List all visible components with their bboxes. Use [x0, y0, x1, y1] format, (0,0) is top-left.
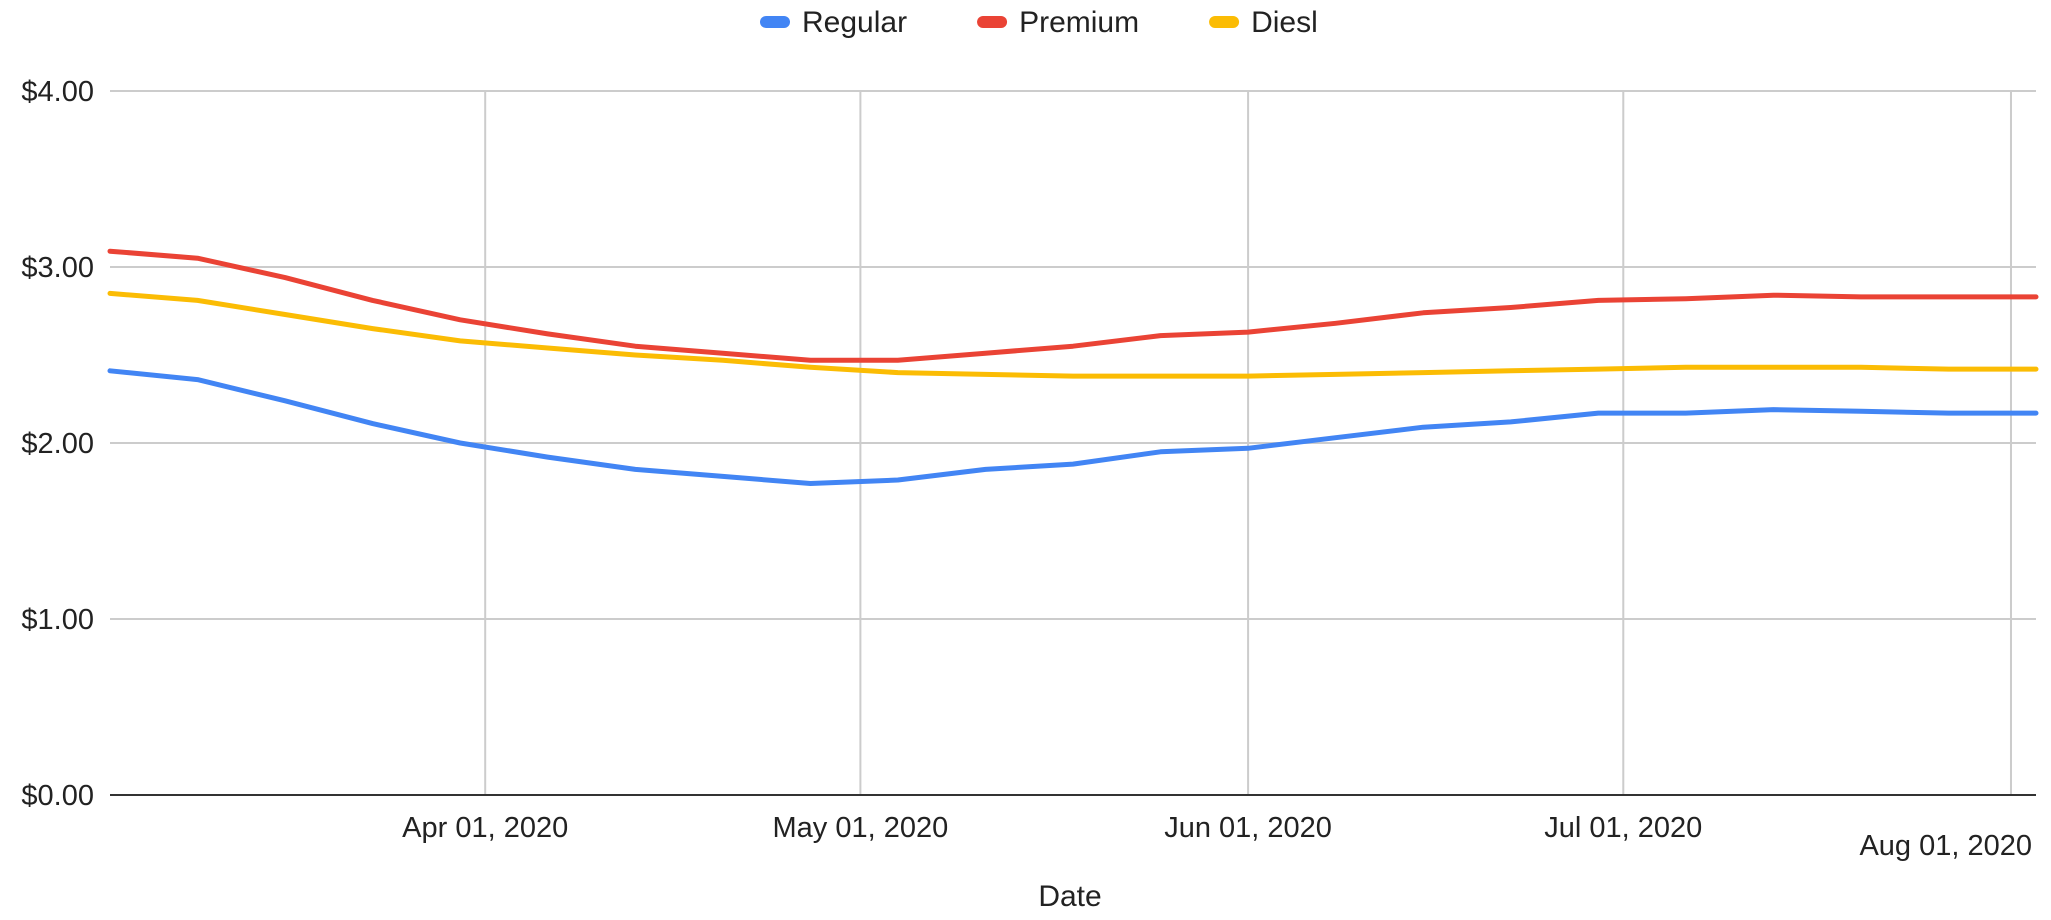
series-lines	[107, 248, 2039, 486]
series-premium	[107, 248, 2039, 363]
x-tick-label: May 01, 2020	[773, 812, 949, 844]
legend-label-premium: Premium	[1019, 6, 1139, 39]
y-tick-label: $2.00	[21, 428, 94, 460]
legend-label-diesl: Diesl	[1251, 6, 1318, 39]
legend-swatch-diesl	[1209, 16, 1240, 28]
x-axis-title: Date	[1038, 880, 1101, 913]
y-tick-label: $4.00	[21, 76, 94, 108]
y-tick-label: $0.00	[21, 780, 94, 812]
legend-item-diesl: Diesl	[1209, 6, 1318, 39]
x-tick-label: Aug 01, 2020	[1859, 830, 2032, 862]
y-tick-label: $3.00	[21, 252, 94, 284]
x-tick-label: Jun 01, 2020	[1164, 812, 1332, 844]
x-axis-tick-labels: Apr 01, 2020 May 01, 2020 Jun 01, 2020 Jul …	[402, 812, 2032, 862]
series-line-premium	[107, 248, 2039, 363]
x-tick-label: Jul 01, 2020	[1544, 812, 1702, 844]
legend-item-regular: Regular	[760, 6, 907, 39]
series-line-diesl	[107, 290, 2039, 379]
y-tick-label: $1.00	[21, 604, 94, 636]
series-line-regular	[107, 368, 2039, 486]
series-regular	[107, 368, 2039, 486]
legend-swatch-premium	[977, 16, 1008, 28]
legend: Regular Premium Diesl	[760, 6, 1318, 39]
x-tick-label: Apr 01, 2020	[402, 812, 568, 844]
y-axis-tick-labels: $0.00 $1.00 $2.00 $3.00 $4.00	[21, 76, 94, 812]
legend-item-premium: Premium	[977, 6, 1139, 39]
legend-swatch-regular	[760, 16, 790, 28]
series-diesl	[107, 290, 2039, 379]
gridlines	[110, 90, 2036, 795]
legend-label-regular: Regular	[802, 6, 907, 39]
